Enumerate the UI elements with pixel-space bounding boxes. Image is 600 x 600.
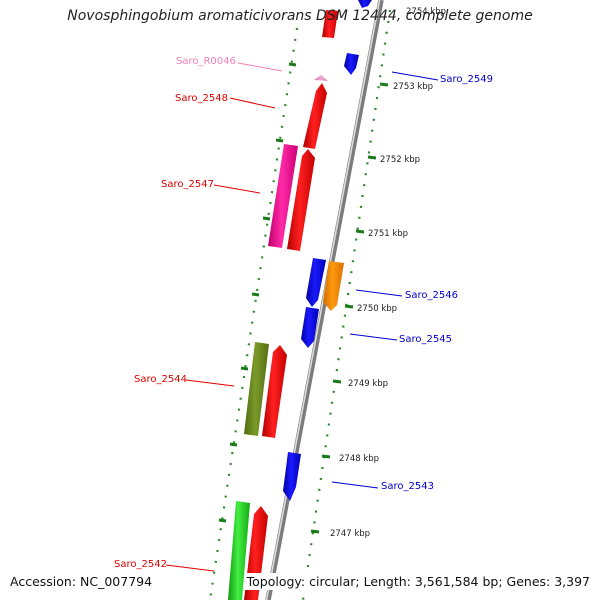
gene-label-Saro_2548[interactable]: Saro_2548	[175, 93, 228, 104]
gene-arrow-Saro_2549-top[interactable]	[358, 0, 372, 8]
outer-tick-marks	[218, 62, 297, 523]
kbp-label-2747: 2747 kbp	[330, 529, 370, 539]
gene-arrow-Saro_2546[interactable]	[323, 261, 344, 311]
kbp-label-2753: 2753 kbp	[393, 82, 433, 92]
inner-tick-marks	[310, 82, 389, 534]
gene-label-Saro_2545[interactable]: Saro_2545	[399, 334, 452, 345]
gene-arrow-top-red[interactable]	[322, 10, 338, 38]
gene-arrow-Saro_2546-blue[interactable]	[306, 258, 326, 307]
reverse-strand-genes	[283, 0, 372, 501]
gene-arrow-Saro_2548[interactable]	[303, 83, 327, 149]
gene-arrow-Saro_2544[interactable]	[262, 345, 287, 438]
gene-arrow-Saro_2542-green[interactable]	[228, 501, 250, 600]
gene-arrow-Saro_2547-magenta[interactable]	[268, 144, 298, 248]
label-leader-lines	[165, 62, 439, 572]
kbp-label-2749: 2749 kbp	[348, 379, 388, 389]
kbp-label-2750: 2750 kbp	[357, 304, 397, 314]
gene-arrow-Saro_2547[interactable]	[287, 149, 315, 251]
gene-labels: Saro_R0046 Saro_2548 Saro_2547 Saro_2544…	[114, 56, 493, 570]
gene-label-Saro_2549[interactable]: Saro_2549	[440, 74, 493, 85]
gene-arrow-Saro_2549[interactable]	[344, 53, 359, 75]
gene-arrow-Saro_2545[interactable]	[301, 307, 319, 348]
kbp-label-2752: 2752 kbp	[380, 155, 420, 165]
gene-label-Saro_2544[interactable]: Saro_2544	[134, 374, 187, 385]
gene-arrow-Saro_2544-olive[interactable]	[244, 342, 269, 436]
gene-label-Saro_2546[interactable]: Saro_2546	[405, 290, 458, 301]
gene-label-Saro_2547[interactable]: Saro_2547	[161, 179, 214, 190]
map-title: Novosphingobium aromaticivorans DSM 1244…	[67, 8, 533, 24]
gene-arrow-Saro_2543[interactable]	[283, 452, 301, 501]
kbp-label-2748: 2748 kbp	[339, 454, 379, 464]
gene-label-Saro_R0046[interactable]: Saro_R0046	[176, 56, 236, 67]
kbp-scale-labels: 2754 kbp 2753 kbp 2752 kbp 2751 kbp 2750…	[330, 7, 446, 539]
kbp-label-2754: 2754 kbp	[406, 7, 446, 17]
kbp-label-2751: 2751 kbp	[368, 229, 408, 239]
accession-text: Accession: NC_007794	[8, 573, 155, 590]
topology-text: Topology: circular; Length: 3,561,584 bp…	[244, 573, 592, 590]
gene-label-Saro_2543[interactable]: Saro_2543	[381, 481, 434, 492]
gene-arrow-Saro_R0046[interactable]	[314, 75, 328, 81]
gene-label-Saro_2542[interactable]: Saro_2542	[114, 559, 167, 570]
forward-strand-genes	[228, 10, 338, 600]
